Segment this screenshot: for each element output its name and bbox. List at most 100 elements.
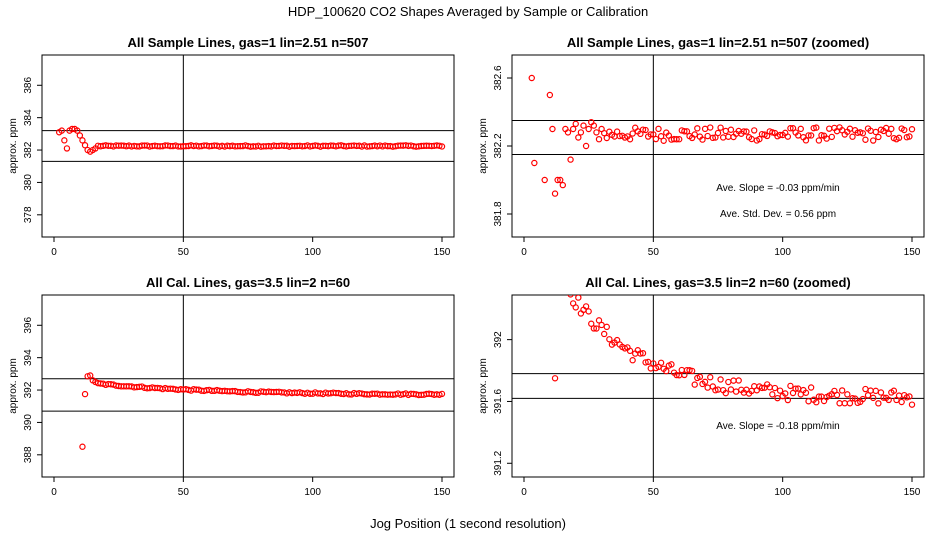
data-point (802, 389, 810, 396)
data-point (58, 127, 65, 134)
data-point (895, 392, 903, 399)
data-point (580, 122, 587, 129)
data-point (626, 347, 634, 355)
data-point (577, 129, 585, 136)
data-point (787, 125, 794, 132)
data-point (872, 387, 879, 395)
data-point (885, 130, 892, 137)
panel-3: All Cal. Lines, gas=3.5 lin=2 n=60 0 50 100… (8, 275, 455, 498)
data-point (898, 398, 905, 406)
data-point (867, 387, 874, 394)
x-tick-label: 50 (178, 487, 190, 498)
y-tick-label: 390 (23, 414, 34, 431)
annotation: Ave. Std. Dev. = 0.56 ppm (720, 209, 836, 220)
x-axis-caption: Jog Position (1 second resolution) (370, 516, 566, 531)
y-axis-label: approx. ppm (478, 358, 489, 414)
data-point (81, 141, 89, 149)
data-point (885, 396, 892, 404)
data-point (895, 134, 903, 142)
data-point (901, 126, 908, 134)
data-point (714, 129, 722, 137)
x-tick-label: 100 (774, 487, 791, 498)
data-point (758, 384, 766, 392)
data-point (751, 127, 758, 134)
data-point (763, 132, 771, 140)
plot-frame (41, 294, 455, 478)
data-point (787, 382, 794, 390)
data-points (528, 74, 916, 197)
data-point (691, 131, 698, 138)
y-tick-label: 382.2 (493, 133, 504, 158)
data-point (880, 394, 887, 401)
data-point (696, 373, 704, 381)
x-tick-label: 50 (648, 247, 660, 258)
data-point (722, 127, 729, 135)
data-point (593, 129, 600, 136)
panel-4: All Cal. Lines, gas=3.5 lin=2 n=60 (zoom… (478, 275, 925, 498)
data-point (639, 349, 647, 357)
data-point (864, 391, 872, 399)
x-tick-label: 0 (521, 487, 527, 498)
data-point (756, 135, 763, 143)
data-point (647, 365, 654, 372)
data-point (807, 132, 815, 139)
x-tick-label: 150 (904, 247, 921, 258)
y-axis-label: approx. ppm (478, 118, 489, 174)
x-tick-label: 100 (774, 247, 791, 258)
data-point (642, 126, 649, 134)
data-point (735, 377, 742, 384)
x-tick-label: 0 (521, 247, 527, 258)
data-point (567, 295, 574, 298)
data-point (888, 125, 895, 133)
plot-frame (41, 54, 455, 238)
data-point (657, 359, 665, 366)
data-point (582, 303, 590, 310)
y-tick-label: 392 (23, 381, 34, 398)
y-tick-label: 384 (23, 109, 34, 126)
data-point (846, 400, 854, 407)
data-point (828, 133, 836, 141)
data-point (699, 136, 706, 143)
data-point (908, 126, 916, 133)
data-point (906, 393, 913, 400)
data-point (727, 126, 735, 133)
data-point (660, 137, 667, 144)
data-point (642, 359, 649, 366)
data-points (55, 125, 446, 155)
y-tick-label: 392 (493, 331, 504, 348)
data-point (890, 387, 898, 394)
data-point (813, 399, 820, 406)
data-point (528, 74, 535, 82)
data-point (877, 389, 885, 396)
y-tick-label: 394 (23, 349, 34, 366)
x-tick-label: 150 (904, 487, 921, 498)
data-point (600, 330, 608, 338)
data-point (655, 125, 662, 133)
data-point (575, 295, 582, 301)
data-point (730, 377, 737, 384)
y-tick-label: 391.6 (493, 389, 504, 414)
data-point (546, 91, 554, 99)
data-point (691, 381, 698, 388)
data-point (872, 128, 879, 136)
panel-title: All Cal. Lines, gas=3.5 lin=2 n=60 (zoom… (585, 275, 851, 290)
data-point (792, 385, 799, 392)
data-point (87, 372, 94, 379)
y-tick-label: 380 (23, 174, 34, 191)
data-point (558, 278, 563, 283)
data-point (727, 386, 735, 393)
plot-frame (511, 54, 925, 238)
data-point (870, 394, 877, 402)
data-point (725, 378, 732, 386)
data-point (531, 159, 538, 167)
data-point (590, 325, 598, 332)
data-point (862, 136, 869, 143)
data-point (629, 357, 636, 364)
data-point (707, 124, 714, 131)
y-tick-label: 378 (23, 206, 34, 223)
data-point (569, 125, 577, 133)
data-point (629, 130, 636, 137)
data-point (582, 142, 590, 150)
data-point (805, 132, 812, 139)
